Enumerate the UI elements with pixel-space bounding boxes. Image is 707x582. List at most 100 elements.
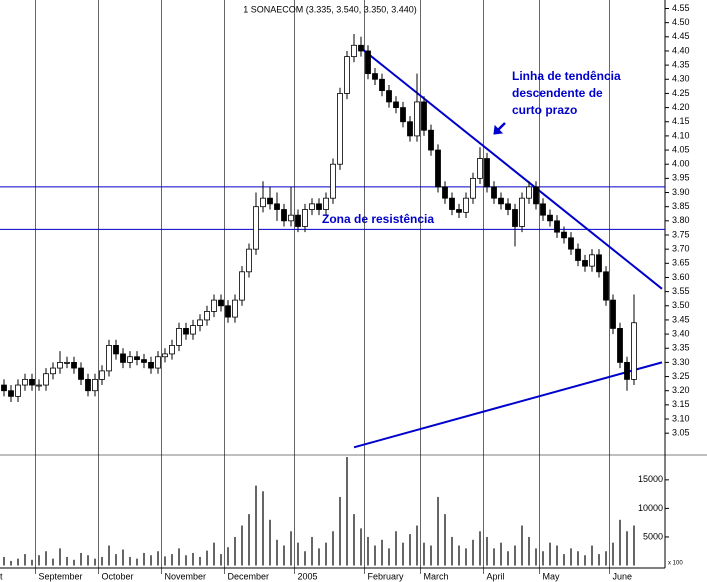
candle-body [29,378,35,386]
candle-body [15,384,21,397]
y-tick-label: 4.05 [672,144,690,154]
candle-body [288,214,294,222]
candle-body [99,370,105,380]
trend-line [360,47,663,290]
candle-body [260,197,266,208]
candle-body [358,44,364,52]
candle-body [309,203,315,210]
candle-body [386,90,392,103]
x-tick-label: December [228,571,270,581]
candle-body [407,121,413,137]
volume-tick-label: 15000 [638,474,663,484]
y-tick-label: 3.40 [672,328,690,338]
candle-body [582,260,588,267]
y-tick-label: 4.40 [672,45,690,55]
candle-body [302,209,308,227]
y-tick-label: 3.35 [672,343,690,353]
y-tick-label: 4.15 [672,116,690,126]
candle-body [204,311,210,321]
candle-body [337,93,343,165]
y-tick-label: 3.45 [672,314,690,324]
candle-body [568,237,574,250]
x-tick-label: June [613,571,633,581]
candle-body [323,197,329,210]
candle-body [57,361,63,369]
candle-body [211,299,217,312]
candle-body [232,299,238,318]
y-tick-label: 3.55 [672,286,690,296]
candle-body [183,328,189,335]
candle-body [1,384,7,392]
volume-tick-label: 5000 [643,531,663,541]
y-tick-label: 3.10 [672,413,690,423]
y-tick-label: 3.95 [672,173,690,183]
candle-body [106,345,112,372]
candle-body [43,373,49,386]
y-tick-label: 3.30 [672,357,690,367]
x-tick-label: November [165,571,207,581]
candle-body [547,214,553,222]
candle-body [85,378,91,392]
y-tick-label: 4.10 [672,130,690,140]
y-tick-label: 3.65 [672,258,690,268]
candle-body [141,359,147,363]
candle-body [316,203,322,210]
y-tick-label: 4.30 [672,74,690,84]
x-tick-label: October [102,571,134,581]
x-tick-label: April [487,571,505,581]
candle-body [218,299,224,307]
y-tick-label: 3.75 [672,229,690,239]
candle-body [491,186,497,199]
candle-body [64,361,70,364]
candle-body [274,203,280,210]
candle-body [281,209,287,222]
annotation: Zona de resistência [322,212,434,226]
candle-body [519,197,525,227]
candle-body [449,197,455,210]
annotation: descendente de [512,86,603,100]
candle-body [190,325,196,335]
candle-body [372,73,378,80]
arrow [493,122,506,135]
candle-body [120,353,126,363]
y-tick-label: 4.45 [672,31,690,41]
candle-body [414,101,420,137]
candle-body [155,356,161,369]
candle-body [393,101,399,108]
candle-body [456,209,462,213]
candle-body [197,319,203,326]
candle-body [540,203,546,216]
candle-body [22,378,28,386]
candle-body [239,271,245,301]
candle-body [176,328,182,346]
annotation: curto prazo [512,103,577,117]
candle-body [148,361,154,369]
candle-body [617,328,623,363]
y-tick-label: 3.85 [672,201,690,211]
y-tick-label: 3.20 [672,385,690,395]
candle-body [344,56,350,94]
y-tick-label: 3.90 [672,187,690,197]
candle-body [561,231,567,239]
y-tick-label: 3.60 [672,272,690,282]
candle-body [477,158,483,179]
y-tick-label: 4.20 [672,102,690,112]
annotation: Linha de tendência [512,69,621,83]
x-tick-label: March [424,571,449,581]
candle-body [484,158,490,188]
candle-body [134,356,140,360]
candle-body [71,361,77,369]
x-tick-label: t [0,571,3,581]
y-tick-label: 3.25 [672,371,690,381]
candle-body [442,186,448,199]
candle-body [92,378,98,392]
candle-body [589,254,595,267]
candle-body [526,186,532,199]
candle-body [253,206,259,250]
candle-body [162,353,168,358]
candle-body [575,248,581,261]
x-tick-label: May [543,571,561,581]
y-tick-label: 4.55 [672,3,690,13]
candle-body [610,299,616,329]
